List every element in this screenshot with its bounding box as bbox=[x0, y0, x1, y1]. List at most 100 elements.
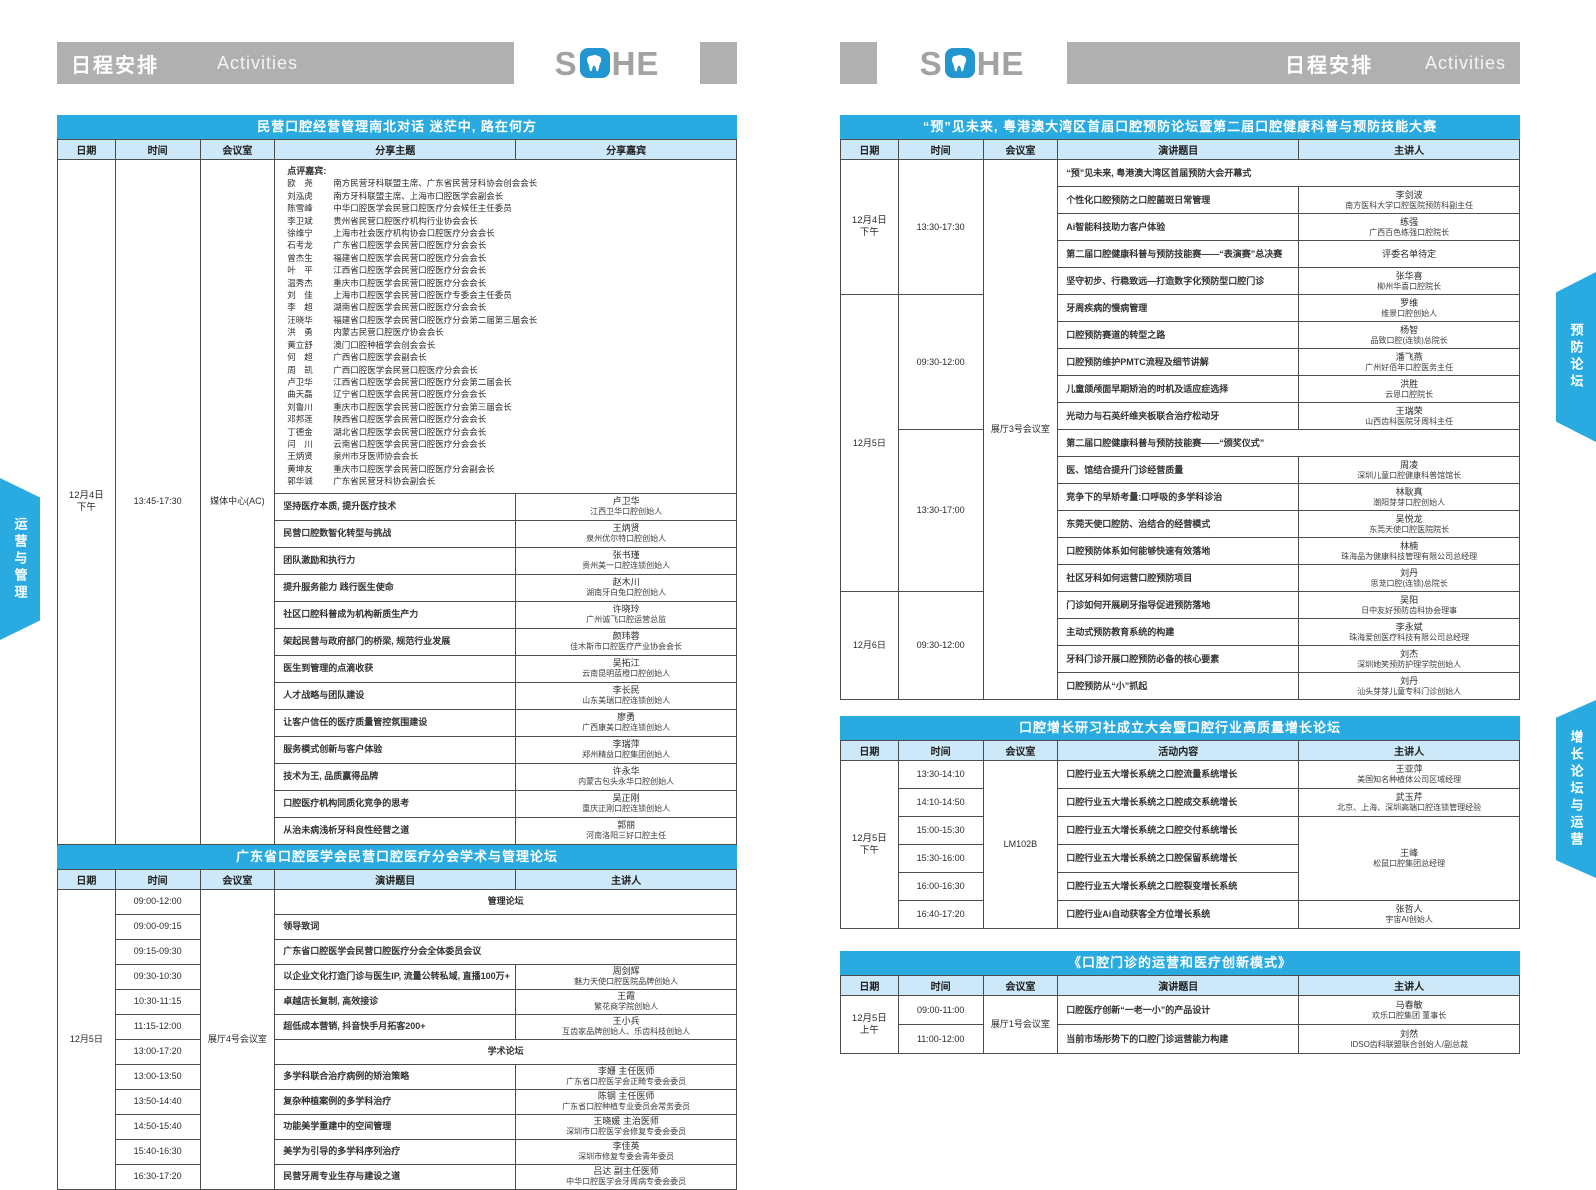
guest-line: 欧 尧南方民营牙科联盟主席、广东省民营牙科协会创会会长 bbox=[287, 177, 730, 189]
cell-speaker: 王晓媛 主治医师深圳市口腔医学会修复专委会委员 bbox=[516, 1114, 737, 1139]
cell-speaker: 刘丹汕头芽芽儿童专科门诊创始人 bbox=[1299, 673, 1520, 700]
cell-date: 12月5日上午 bbox=[841, 996, 899, 1054]
cell-topic: 口腔预防从“小”抓起 bbox=[1058, 673, 1299, 700]
column-header: 演讲题目 bbox=[1058, 976, 1299, 996]
cell-speaker: 卢卫华江西卫华口腔创始人 bbox=[516, 493, 737, 520]
cell-date: 12月5日 bbox=[841, 295, 899, 592]
schedule-table: 日期时间会议室分享主题分享嘉宾12月4日下午13:45-17:30媒体中心(AC… bbox=[57, 139, 737, 845]
column-header: 日期 bbox=[58, 140, 116, 160]
sohe-logo: S HE bbox=[877, 42, 1067, 84]
cell-topic: 第二届口腔健康科普与预防技能赛——“颁奖仪式” bbox=[1058, 430, 1520, 457]
cell-time: 11:15-12:00 bbox=[115, 1014, 200, 1039]
guest-line: 李卫斌贵州省民营口腔医疗机构行业协会会长 bbox=[287, 215, 730, 227]
table-row: 10:30-11:15卓越店长复制, 高效接诊王霞繁花商学院创始人 bbox=[58, 989, 737, 1014]
table-row: 14:50-15:40功能美学重建中的空间管理王晓媛 主治医师深圳市口腔医学会修… bbox=[58, 1114, 737, 1139]
cell-speaker: 廖勇广西康美口腔连锁创始人 bbox=[516, 709, 737, 736]
guest-line: 叶 平江西省口腔医学会民营口腔医疗分会会长 bbox=[287, 264, 730, 276]
column-header: 演讲题目 bbox=[275, 869, 516, 889]
cell-room: 展厅1号会议室 bbox=[983, 996, 1058, 1054]
cell-topic: 口腔医疗机构同质化竞争的思考 bbox=[275, 790, 516, 817]
cell-time: 09:00-09:15 bbox=[115, 914, 200, 939]
cell-topic: 口腔医疗创新“一老一小”的产品设计 bbox=[1058, 996, 1299, 1025]
table-row: 09:00-09:15 领导致词 bbox=[58, 914, 737, 939]
cell-topic: 口腔行业五大增长系统之口腔流量系统增长 bbox=[1058, 761, 1299, 789]
table-row: 11:15-12:00超低成本营销, 抖音快手月拓客200+王小兵互齿家品牌创始… bbox=[58, 1014, 737, 1039]
column-header: 主讲人 bbox=[516, 869, 737, 889]
cell-speaker: 王峰松鼠口腔集团总经理 bbox=[1299, 817, 1520, 901]
guest-line: 邓邦莲陕西省口腔医学会民营口腔医疗分会会长 bbox=[287, 413, 730, 425]
table-row: 15:40-16:30美学为引导的多学科序列治疗李佳英深圳市修复专委会青年委员 bbox=[58, 1139, 737, 1164]
cell-forum: 学术论坛 bbox=[275, 1039, 737, 1064]
cell-speaker: 李瑞萍郑州精益口腔集团创始人 bbox=[516, 736, 737, 763]
cell-time: 14:50-15:40 bbox=[115, 1114, 200, 1139]
table-row: 12月4日下午13:45-17:30媒体中心(AC)点评嘉宾:欧 尧南方民营牙科… bbox=[58, 160, 737, 494]
cell-topic: 口腔预防维护PMTC流程及细节讲解 bbox=[1058, 349, 1299, 376]
schedule-table: 日期时间会议室活动内容主讲人12月5日下午13:30-14:10LM102B口腔… bbox=[840, 740, 1520, 929]
header-block bbox=[840, 42, 877, 84]
tooth-icon bbox=[945, 48, 975, 78]
guest-line: 何 超广西省口腔医学会副会长 bbox=[287, 351, 730, 363]
cell-time: 09:00-11:00 bbox=[898, 996, 983, 1025]
guest-line: 刘鲁川重庆市口腔医学会民营口腔医疗分会第三届会长 bbox=[287, 401, 730, 413]
cell-topic: 医生到管理的点滴收获 bbox=[275, 655, 516, 682]
table-row: 13:00-17:20 学术论坛 bbox=[58, 1039, 737, 1064]
page-title: 日程安排 bbox=[1285, 49, 1373, 78]
column-header: 活动内容 bbox=[1058, 741, 1299, 761]
guest-line: 周 凯广西口腔医学会民营口腔医疗分会会长 bbox=[287, 364, 730, 376]
cell-topic: 牙周疾病的慢病管理 bbox=[1058, 295, 1299, 322]
cell-topic: 竞争下的早矫考量:口呼吸的多学科诊治 bbox=[1058, 484, 1299, 511]
left-page-tables: 民营口腔经营管理南北对话 迷茫中, 路在何方日期时间会议室分享主题分享嘉宾12月… bbox=[57, 115, 737, 1190]
cell-time: 10:30-11:15 bbox=[115, 989, 200, 1014]
cell-speaker: 王瑞荣山西齿科医院牙周科主任 bbox=[1299, 403, 1520, 430]
cell-topic: 第二届口腔健康科普与预防技能赛——“表演赛”总决赛 bbox=[1058, 241, 1299, 268]
cell-time: 13:30-17:00 bbox=[898, 430, 983, 592]
cell-speaker: 杨智品致口腔(连锁)总院长 bbox=[1299, 322, 1520, 349]
guest-line: 刘 佳上海市口腔医学会民营口腔医疗专委会主任委员 bbox=[287, 289, 730, 301]
cell-time: 15:30-16:00 bbox=[898, 845, 983, 873]
cell-time: 13:50-14:40 bbox=[115, 1089, 200, 1114]
header-block bbox=[700, 42, 737, 84]
cell-time: 09:30-12:00 bbox=[898, 295, 983, 430]
cell-speaker: 王小兵互齿家品牌创始人、乐齿科技创始人 bbox=[516, 1014, 737, 1039]
cell-topic: 口腔预防赛道的转型之路 bbox=[1058, 322, 1299, 349]
cell-time: 09:15-09:30 bbox=[115, 939, 200, 964]
cell-speaker: 郭丽河南洛阳三好口腔主任 bbox=[516, 817, 737, 844]
cell-room: 媒体中心(AC) bbox=[200, 160, 275, 845]
cell-topic: 领导致词 bbox=[275, 914, 737, 939]
cell-time: 13:00-17:20 bbox=[115, 1039, 200, 1064]
table-title: “预”见未来, 粤港澳大湾区首届口腔预防论坛暨第二届口腔健康科普与预防技能大赛 bbox=[840, 115, 1520, 139]
table-title: 民营口腔经营管理南北对话 迷茫中, 路在何方 bbox=[57, 115, 737, 139]
logo-letter-s: S bbox=[555, 47, 578, 80]
table-row: 14:10-14:50口腔行业五大增长系统之口腔成交系统增长武玉芹北京、上海、深… bbox=[841, 789, 1520, 817]
cell-forum: 管理论坛 bbox=[275, 889, 737, 914]
table-row: 15:00-15:30口腔行业五大增长系统之口腔交付系统增长王峰松鼠口腔集团总经… bbox=[841, 817, 1520, 845]
cell-guests: 点评嘉宾:欧 尧南方民营牙科联盟主席、广东省民营牙科协会创会会长刘泓虎南方牙科联… bbox=[275, 160, 737, 494]
logo-letters-he: HE bbox=[977, 47, 1025, 80]
cell-topic: 美学为引导的多学科序列治疗 bbox=[275, 1139, 516, 1164]
column-header: 会议室 bbox=[983, 741, 1058, 761]
side-tab-label: 预防论坛 bbox=[1567, 323, 1586, 391]
table-row: 16:40-17:20口腔行业Ai自动获客全方位增长系统张哲人宇宙AI创始人 bbox=[841, 901, 1520, 929]
cell-topic: 从治未病浅析牙科良性经营之道 bbox=[275, 817, 516, 844]
cell-topic: 主动式预防教育系统的构建 bbox=[1058, 619, 1299, 646]
cell-speaker: 李剑波南方医科大学口腔医院预防科副主任 bbox=[1299, 187, 1520, 214]
cell-topic: 架起民营与政府部门的桥梁, 规范行业发展 bbox=[275, 628, 516, 655]
cell-topic: 社区口腔科普成为机构新质生产力 bbox=[275, 601, 516, 628]
guest-line: 卢卫华江西省口腔医学会民营口腔医疗分会第二届会长 bbox=[287, 376, 730, 388]
guest-line: 黄立舒澳门口腔种植学会创会会长 bbox=[287, 339, 730, 351]
column-header: 主讲人 bbox=[1299, 976, 1520, 996]
right-page-tables: “预”见未来, 粤港澳大湾区首届口腔预防论坛暨第二届口腔健康科普与预防技能大赛日… bbox=[840, 115, 1520, 1054]
cell-speaker: 评委名单待定 bbox=[1299, 241, 1520, 268]
column-header: 主讲人 bbox=[1299, 741, 1520, 761]
cell-topic: Ai智能科技助力客户体验 bbox=[1058, 214, 1299, 241]
cell-topic: 口腔行业五大增长系统之口腔保留系统增长 bbox=[1058, 845, 1299, 873]
table-row: 12月5日09:30-12:00牙周疾病的慢病管理罗维维景口腔创始人 bbox=[841, 295, 1520, 322]
cell-topic: 儿童颌颅面早期矫治的时机及适应症选择 bbox=[1058, 376, 1299, 403]
table-row: 12月5日下午13:30-14:10LM102B口腔行业五大增长系统之口腔流量系… bbox=[841, 761, 1520, 789]
page-header-left: 日程安排 Activities S HE bbox=[57, 42, 737, 84]
cell-speaker: 武玉芹北京、上海、深圳高端口腔连锁管理经验 bbox=[1299, 789, 1520, 817]
guest-line: 闫 川云南省口腔医学会民营口腔医疗分会会长 bbox=[287, 438, 730, 450]
guest-line: 丁德金湖北省口腔医学会民营口腔医疗分会会长 bbox=[287, 426, 730, 438]
cell-topic: 医、馆结合提升门诊经营质量 bbox=[1058, 457, 1299, 484]
cell-speaker: 许永华内蒙古包头永华口腔创始人 bbox=[516, 763, 737, 790]
